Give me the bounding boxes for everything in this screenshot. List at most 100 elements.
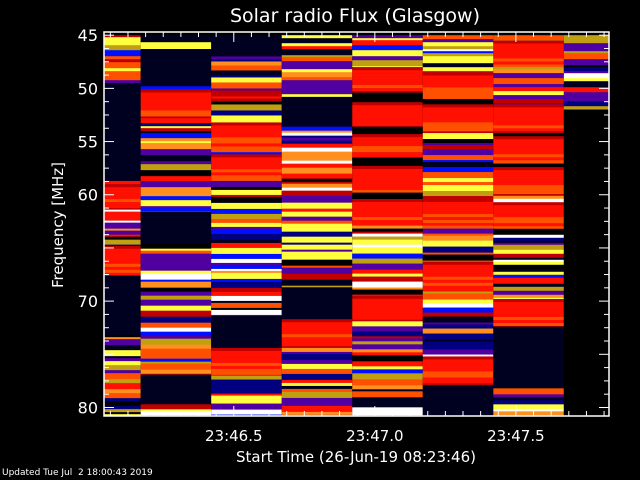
heatmap-cell	[352, 289, 423, 295]
heatmap-cell	[104, 74, 141, 81]
heatmap-cell	[563, 71, 609, 74]
heatmap-cell	[493, 217, 564, 221]
heatmap-cell	[352, 407, 423, 413]
heatmap-cell	[422, 220, 494, 224]
heatmap-cell	[352, 146, 423, 150]
heatmap-cell	[352, 373, 423, 380]
heatmap-cell	[422, 196, 494, 200]
heatmap-cell	[352, 341, 423, 345]
heatmap-cell	[281, 287, 353, 320]
heatmap-cell	[493, 40, 564, 41]
heatmap-cell	[493, 228, 564, 236]
heatmap-cell	[563, 59, 609, 66]
heatmap-cell	[140, 358, 212, 362]
heatmap-cell	[352, 208, 423, 212]
heatmap-cell	[211, 262, 282, 266]
heatmap-cell	[563, 87, 609, 93]
heatmap-cell	[211, 379, 282, 385]
heatmap-cell	[211, 82, 282, 89]
heatmap-cell	[281, 231, 353, 237]
heatmap-cell	[422, 90, 494, 94]
heatmap-cell	[281, 143, 353, 148]
heatmap-cell	[422, 359, 494, 363]
heatmap-cell	[211, 359, 282, 364]
heatmap-cell	[281, 322, 353, 326]
heatmap-cell	[493, 271, 564, 276]
heatmap-cell	[104, 335, 141, 338]
heatmap-cell	[422, 122, 494, 126]
heatmap-cell	[211, 389, 282, 394]
heatmap-cell	[493, 244, 564, 251]
heatmap-cell	[104, 37, 141, 44]
heatmap-cell	[352, 239, 423, 245]
heatmap-cell	[211, 70, 282, 76]
heatmap-cell	[140, 331, 212, 336]
heatmap-cell	[140, 279, 212, 282]
heatmap-cell	[422, 147, 494, 150]
heatmap-cell	[352, 114, 423, 118]
heatmap-cell	[140, 42, 212, 48]
heatmap-cell	[140, 211, 212, 244]
heatmap-cell	[493, 257, 564, 261]
heatmap-cell	[140, 113, 212, 117]
heatmap-cell	[352, 56, 423, 61]
heatmap-cell	[211, 316, 282, 348]
heatmap-cell	[104, 263, 141, 268]
heatmap-cell	[211, 302, 282, 309]
heatmap-cell	[281, 255, 353, 260]
heatmap-cell	[211, 347, 282, 352]
heatmap-cell	[493, 133, 564, 137]
heatmap-cell	[493, 91, 564, 96]
heatmap-cell	[493, 182, 564, 186]
heatmap-cell	[493, 142, 564, 146]
heatmap-cell	[211, 281, 282, 289]
heatmap-cell	[211, 122, 282, 126]
heatmap-cell	[493, 298, 564, 303]
heatmap-cell	[493, 122, 564, 126]
heatmap-cell	[211, 110, 282, 116]
heatmap-cell	[422, 46, 494, 50]
heatmap-cell	[352, 126, 423, 135]
heatmap-cell	[352, 349, 423, 353]
heatmap-cell	[104, 193, 141, 197]
heatmap-cell	[140, 260, 212, 265]
heatmap-cell	[422, 164, 494, 168]
heatmap-cell	[422, 42, 494, 47]
heatmap-cell	[140, 35, 212, 38]
heatmap-cell	[211, 65, 282, 71]
heatmap-cell	[422, 362, 494, 366]
heatmap-cell	[211, 239, 282, 244]
heatmap-cell	[281, 363, 353, 370]
heatmap-cell	[352, 331, 423, 337]
heatmap-cell	[422, 217, 494, 221]
heatmap-cell	[211, 233, 282, 241]
heatmap-cell	[563, 53, 609, 60]
heatmap-cell	[211, 258, 282, 264]
heatmap-cell	[352, 181, 423, 185]
heatmap-cell	[493, 163, 564, 168]
heatmap-cell	[104, 409, 141, 413]
heatmap-cell	[140, 133, 212, 139]
heatmap-cell	[422, 385, 494, 416]
heatmap-cell	[493, 176, 564, 180]
heatmap-cell	[281, 94, 353, 98]
heatmap-cell	[422, 282, 494, 287]
heatmap-cell	[281, 382, 353, 387]
heatmap-cell	[352, 321, 423, 327]
heatmap-cell	[104, 257, 141, 262]
heatmap-cell	[104, 83, 141, 181]
heatmap-cell	[422, 211, 494, 215]
heatmap-cell	[104, 234, 141, 237]
heatmap-cell	[422, 145, 494, 148]
heatmap-cell	[211, 247, 282, 255]
heatmap-cell	[422, 260, 494, 263]
heatmap-cell	[422, 341, 494, 344]
heatmap-cell	[104, 414, 141, 417]
heatmap-cell	[281, 279, 353, 286]
heatmap-cell	[493, 103, 564, 105]
heatmap-cell	[493, 205, 564, 209]
heatmap-cell	[211, 90, 282, 94]
heatmap-cell	[211, 278, 282, 283]
heatmap-cell	[352, 123, 423, 127]
heatmap-cell	[211, 375, 282, 380]
